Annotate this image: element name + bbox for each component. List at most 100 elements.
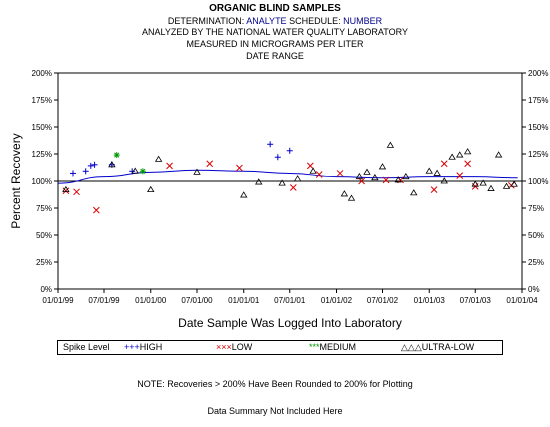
marker-d2: [315, 171, 323, 178]
schedule-label: SCHEDULE:: [289, 16, 341, 26]
marker-d2: [336, 170, 344, 177]
legend-medium-label: MEDIUM: [319, 342, 357, 352]
marker-d2: [430, 186, 438, 193]
y-tick-label-right: 150%: [528, 123, 548, 132]
x-tick-label: 01/01/03: [414, 296, 446, 305]
marker-d2: [206, 160, 214, 168]
point-ultra-low: [108, 161, 116, 168]
point-medium: [113, 152, 120, 159]
legend-low-symbol: ×××: [216, 342, 232, 352]
point-high: [82, 168, 89, 175]
point-high: [87, 162, 94, 169]
point-ultra-low: [487, 184, 495, 191]
legend-high: +++HIGH: [124, 341, 162, 354]
marker-d2: [62, 187, 70, 195]
point-low: [336, 170, 344, 177]
determination-value: ANALYTE: [246, 16, 287, 26]
point-low: [440, 160, 448, 168]
y-tick-label-left: 25%: [36, 258, 52, 267]
point-ultra-low: [255, 178, 263, 185]
point-ultra-low: [386, 141, 395, 148]
point-high: [286, 147, 293, 154]
lab-line: ANALYZED BY THE NATIONAL WATER QUALITY L…: [142, 27, 408, 37]
point-ultra-low: [510, 180, 518, 187]
point-low: [464, 160, 471, 168]
point-high: [274, 154, 281, 161]
point-ultra-low: [147, 185, 155, 193]
y-tick-label-left: 100%: [32, 177, 52, 186]
point-low: [456, 172, 464, 179]
marker-d2: [358, 177, 366, 185]
x-tick-label: 07/01/00: [181, 296, 213, 305]
date-range-line: DATE RANGE: [246, 51, 304, 61]
marker-d2: [236, 164, 243, 172]
point-low: [306, 162, 314, 170]
legend-high-symbol: +++: [124, 342, 140, 352]
determination-line: DETERMINATION: ANALYTE SCHEDULE: NUMBER: [0, 16, 550, 27]
legend-low-label: LOW: [231, 342, 253, 352]
point-ultra-low: [240, 191, 248, 198]
marker-d2: [306, 162, 314, 170]
point-ultra-low: [402, 172, 410, 180]
y-tick-label-right: 25%: [528, 258, 544, 267]
y-tick-label-right: 50%: [528, 231, 544, 240]
x-tick-label: 07/01/99: [88, 296, 120, 305]
point-ultra-low: [347, 194, 356, 201]
x-axis-title: Date Sample Was Logged Into Laboratory: [178, 316, 402, 330]
legend-ultra-low-label: ULTRA-LOW: [421, 342, 475, 352]
point-low: [166, 162, 173, 170]
schedule-value: NUMBER: [343, 16, 383, 26]
x-tick-label: 01/01/02: [321, 296, 353, 305]
point-low: [236, 164, 243, 172]
y-tick-label-left: 175%: [32, 96, 52, 105]
y-tick-label-left: 75%: [36, 204, 52, 213]
point-ultra-low: [448, 153, 456, 160]
legend-high-label: HIGH: [139, 342, 163, 352]
marker-d2: [93, 206, 100, 214]
point-ultra-low: [471, 180, 479, 187]
y-tick-label-left: 50%: [36, 231, 52, 240]
legend-medium-symbol: ***: [309, 342, 320, 352]
point-low: [382, 176, 390, 184]
note-rounding: NOTE: Recoveries > 200% Have Been Rounde…: [137, 379, 413, 389]
point-low: [93, 206, 100, 214]
y-tick-label-right: 175%: [528, 96, 548, 105]
point-ultra-low: [394, 176, 402, 183]
y-axis-title: Percent Recovery: [9, 133, 23, 228]
y-tick-label-left: 150%: [32, 123, 52, 132]
point-ultra-low: [502, 182, 511, 189]
point-medium: [139, 168, 146, 175]
point-low: [315, 171, 323, 178]
point-ultra-low: [456, 151, 464, 158]
point-ultra-low: [479, 179, 487, 186]
point-low: [289, 184, 297, 191]
y-tick-label-left: 125%: [32, 150, 52, 159]
chart-title: ORGANIC BLIND SAMPLES: [209, 3, 341, 14]
marker-d2: [440, 160, 448, 168]
point-ultra-low: [440, 177, 448, 184]
point-ultra-low: [62, 185, 70, 193]
y-tick-label-right: 0%: [528, 285, 540, 294]
marker-d2: [114, 152, 120, 158]
point-ultra-low: [410, 189, 418, 196]
scatter-chart: 0% 0% 25% 25% 50% 50% 75% 75% 100% 100% 125% 125% 15…: [9, 69, 548, 330]
point-low: [62, 187, 70, 195]
point-ultra-low: [433, 169, 441, 176]
units-line: MEASURED IN MICROGRAMS PER LITER: [186, 39, 364, 49]
marker-d2: [73, 188, 80, 196]
legend: Spike Level +++HIGH ×××LOW ***MEDIUM △△△…: [57, 340, 503, 355]
point-low: [206, 160, 214, 168]
point-ultra-low: [378, 163, 387, 170]
x-tick-label: 01/01/01: [228, 296, 260, 305]
legend-title: Spike Level: [63, 342, 110, 352]
x-tick-label: 07/01/03: [460, 296, 492, 305]
point-ultra-low: [131, 167, 139, 174]
legend-ultra-low-symbol: △△△: [401, 342, 422, 352]
point-ultra-low: [363, 168, 371, 175]
x-tick-label: 07/01/02: [367, 296, 399, 305]
x-tick-label: 07/01/01: [274, 296, 306, 305]
x-tick-label: 01/01/04: [506, 296, 538, 305]
point-high: [69, 170, 76, 177]
point-ultra-low: [463, 148, 472, 155]
marker-d2: [456, 172, 464, 179]
